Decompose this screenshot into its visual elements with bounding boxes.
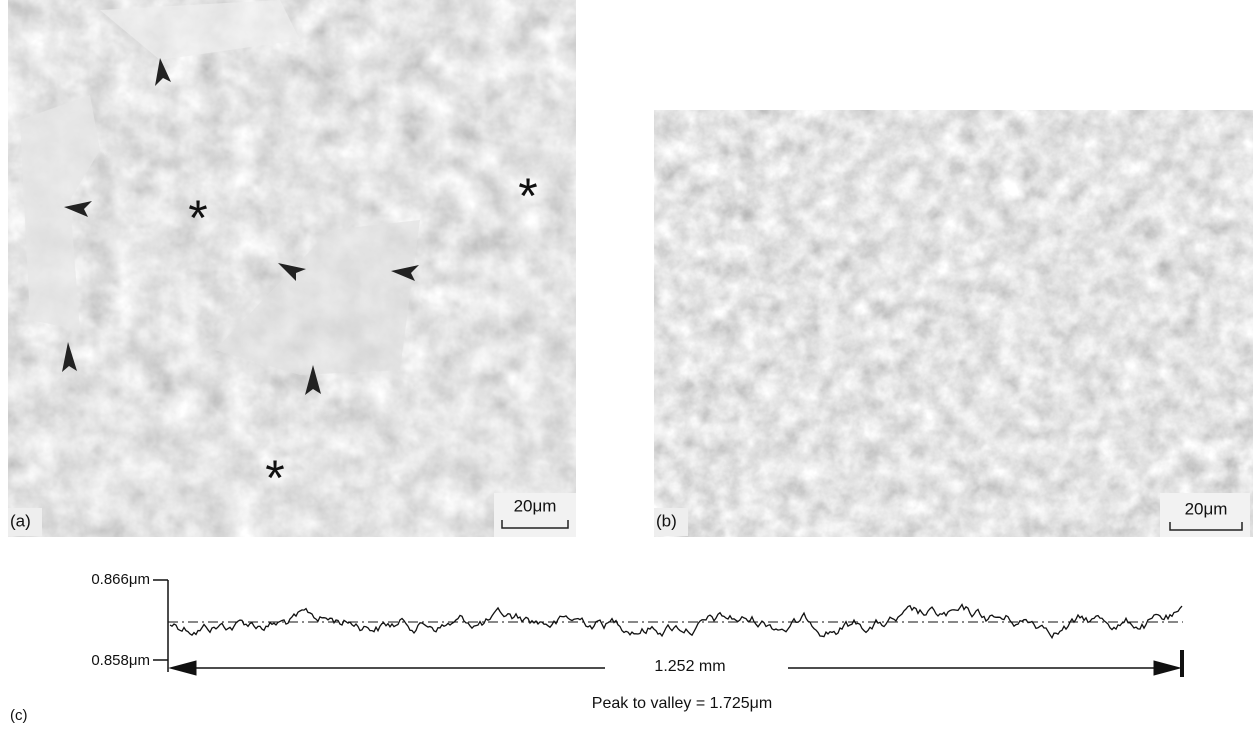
micrograph-image xyxy=(654,110,1253,537)
profile-trace xyxy=(170,605,1182,638)
caption: Peak to valley = 1.725μm xyxy=(592,695,772,712)
arrowhead xyxy=(1154,661,1180,675)
scale-bar-label: 20μm xyxy=(514,496,557,515)
arrowhead xyxy=(170,661,196,675)
asterisk: * xyxy=(188,190,207,246)
length-label: 1.252 mm xyxy=(654,658,725,675)
y-bottom-label: 0.858μm xyxy=(91,652,150,669)
panel-label: (b) xyxy=(656,511,677,530)
figure: * * * (a) 20μm (b) 20μm 0.866μm 0.858μm xyxy=(0,0,1253,728)
asterisk: * xyxy=(518,168,537,224)
scale-bar-label: 20μm xyxy=(1185,499,1228,518)
panel-label: (a) xyxy=(10,511,31,530)
panel-label: (c) xyxy=(10,707,28,724)
surface-profile: 0.866μm 0.858μm 1.252 mm Peak to valley … xyxy=(10,571,1183,724)
y-top-label: 0.866μm xyxy=(91,571,150,588)
micrograph-a: * * * (a) 20μm xyxy=(8,0,576,537)
micrograph-b: (b) 20μm xyxy=(654,110,1253,537)
asterisk: * xyxy=(265,450,284,506)
